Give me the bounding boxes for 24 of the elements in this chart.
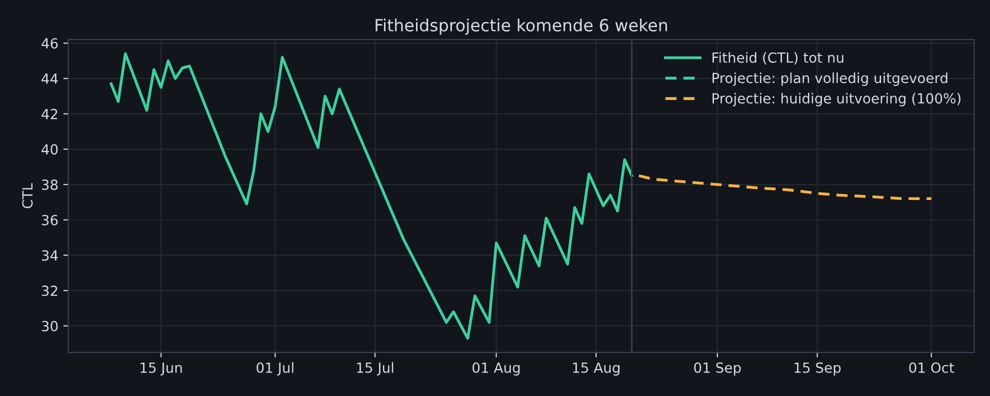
legend-label: Projectie: plan volledig uitgevoerd [712,72,948,86]
x-tick-label: 01 Sep [694,362,741,376]
y-tick-label: 34 [42,250,58,261]
y-tick-label: 46 [42,38,58,49]
x-tick-label: 01 Oct [909,362,954,373]
y-tick-label: 30 [42,320,58,332]
y-tick-label: 38 [42,180,58,190]
legend-label: Projectie: huidige uitvoering (100%) [712,92,960,106]
y-tick-label: 32 [42,286,58,296]
line-series [638,174,933,200]
chart-title: Fitheidsprojectie komende 6 weken [376,18,667,35]
y-tick-label: 44 [42,74,58,84]
x-tick-label: 15 Jul [357,362,394,376]
x-tick-label: 15 Aug [573,362,620,376]
x-tick-label: 01 Aug [472,362,520,376]
x-tick-label: 01 Jul [256,362,294,376]
y-tick-label: 36 [42,214,58,226]
x-tick-label: 15 Sep [794,362,841,376]
y-axis-title: CTL [22,183,33,208]
y-tick-label: 40 [42,144,58,155]
y-tick-label: 42 [42,108,58,120]
legend-label: Fitheid (CTL) tot nu [712,52,844,64]
x-tick-label: 15 Jun [140,362,182,376]
line-series [110,52,634,340]
